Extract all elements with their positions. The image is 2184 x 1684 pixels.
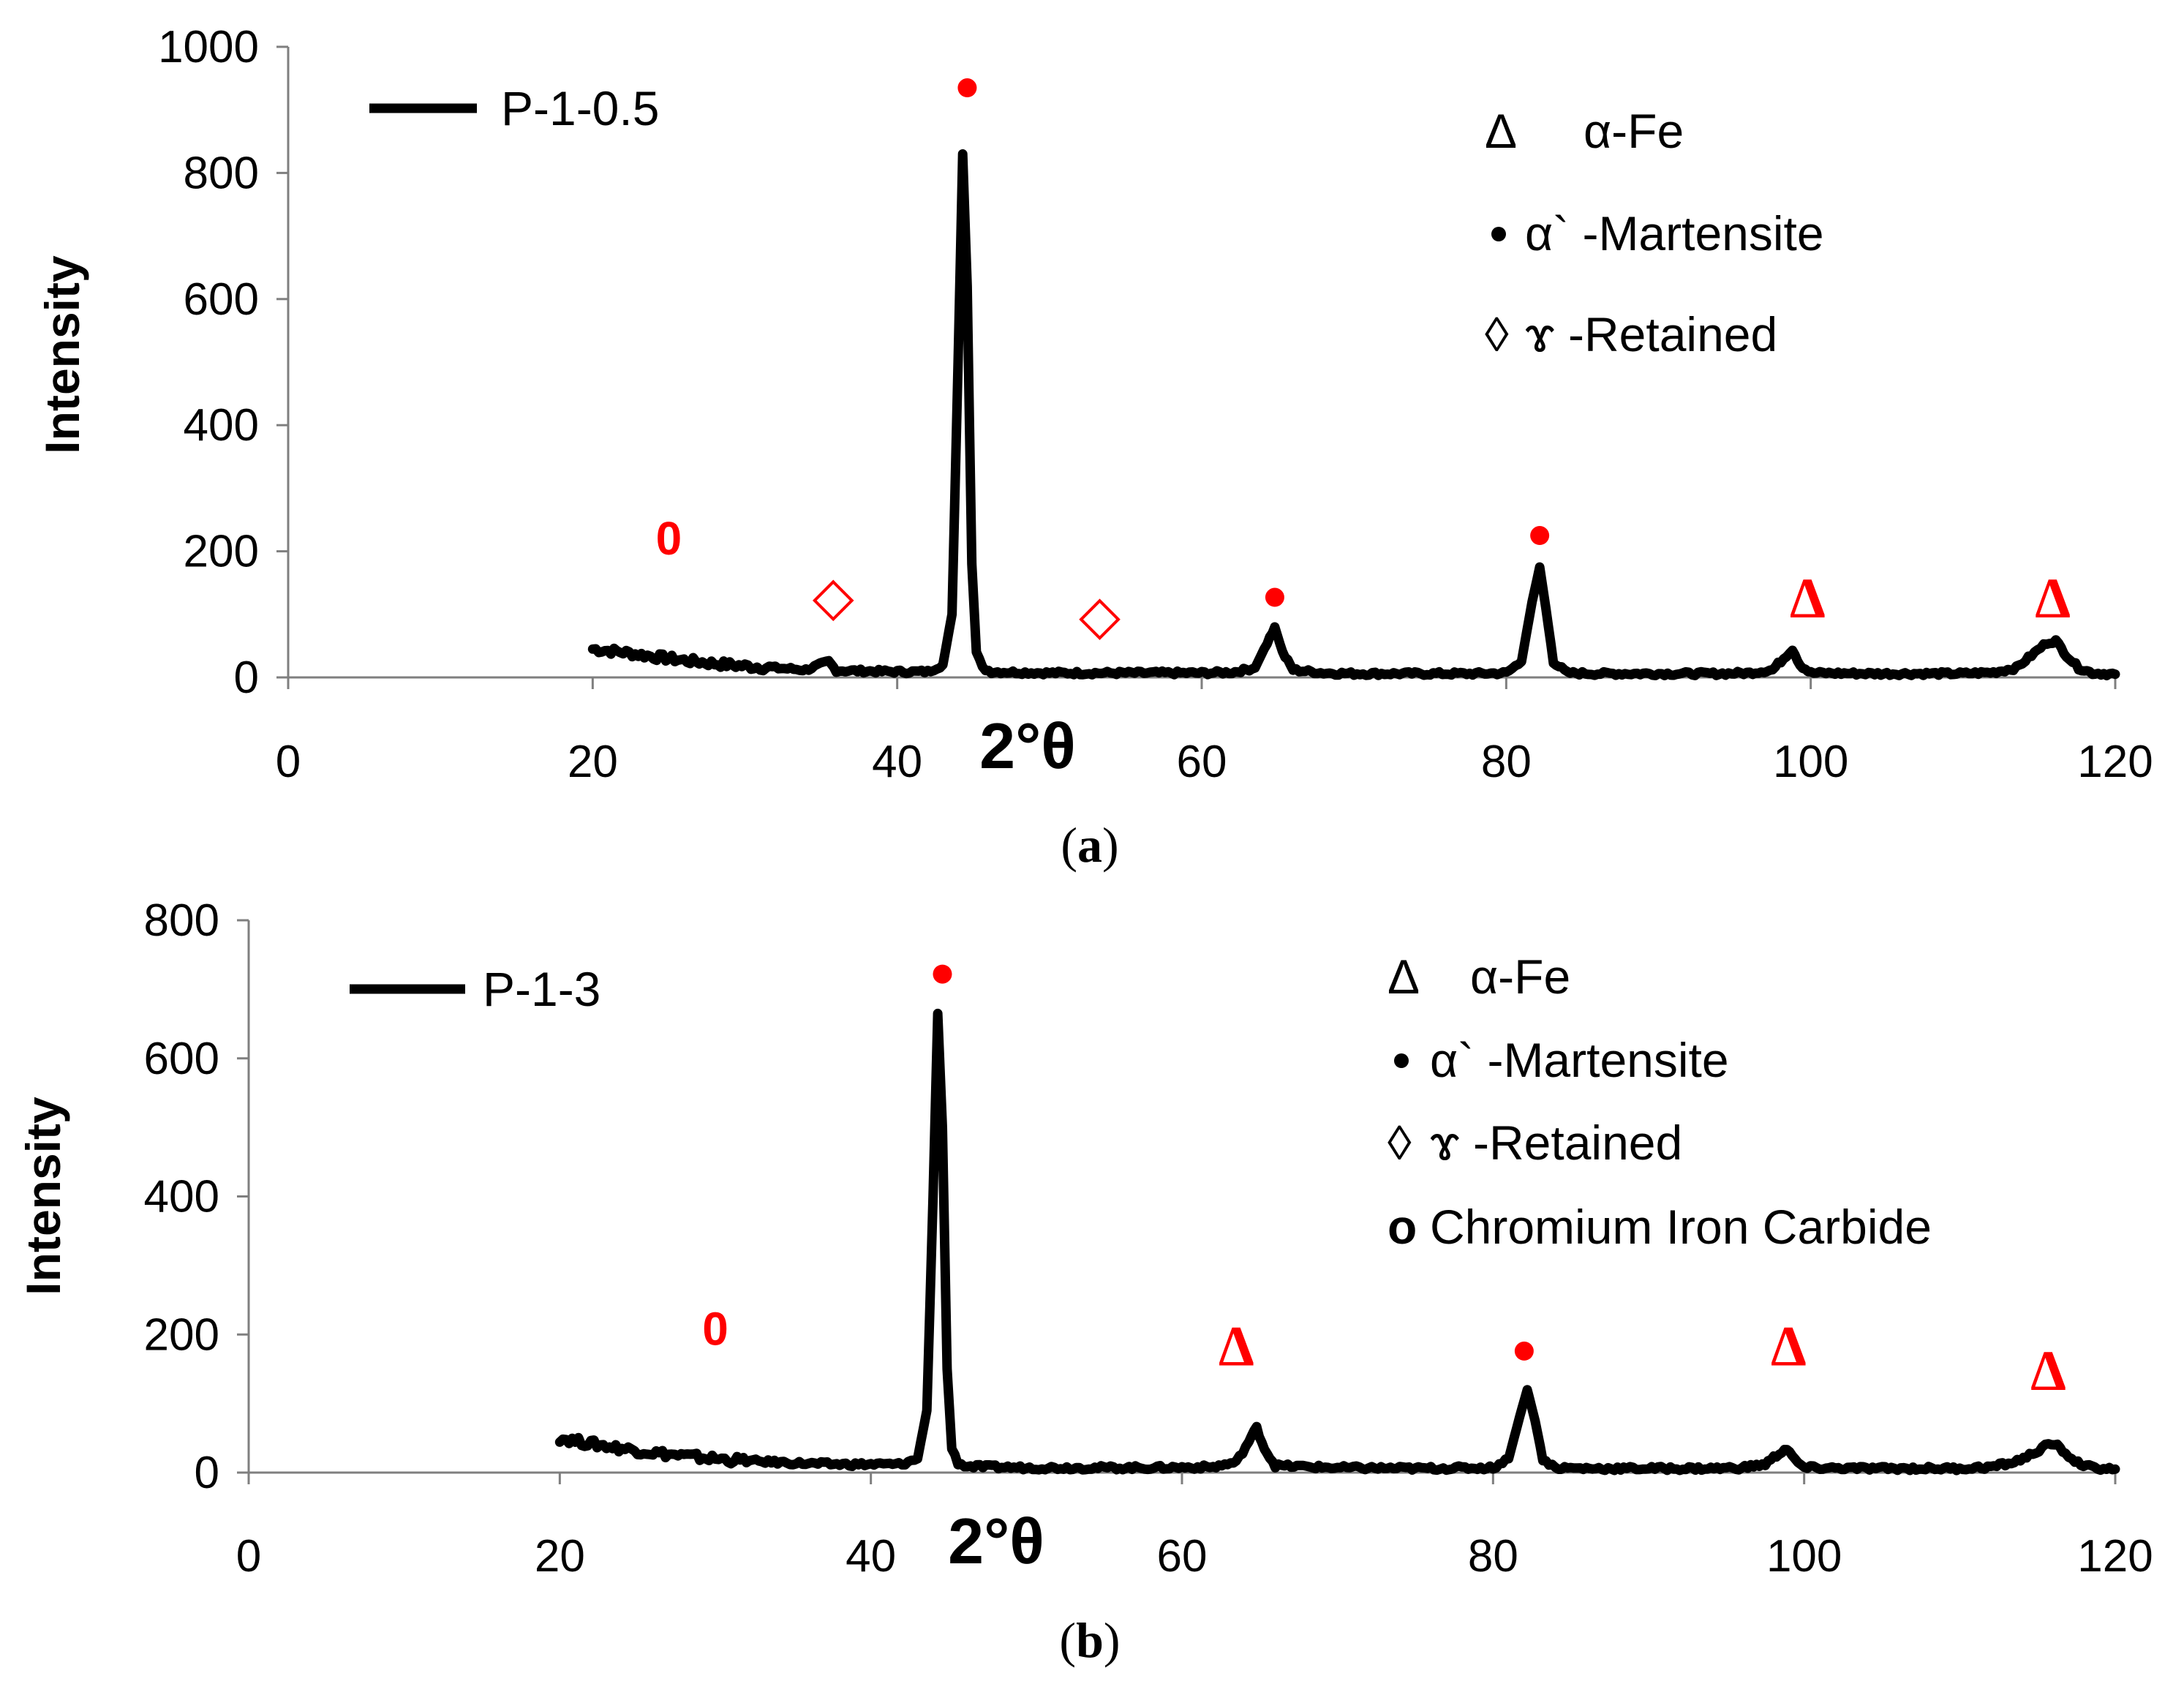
y-tick-label: 600 [184,274,259,325]
key-retained-label: ɤ -Retained [1525,307,1777,361]
y-axis-label: Intensity [35,255,89,454]
xrd-panel-a: 0 200 400 600 800 1000 0 20 40 60 80 100 120 Intensit… [35,22,2153,873]
key-martensite-label: α` -Martensite [1525,206,1824,260]
x-tick-label: 80 [1468,1531,1518,1582]
alpha-fe-peak-marker: Δ [2030,1339,2066,1402]
series-line-P-1-3 [554,1008,2120,1476]
y-tick-label: 600 [144,1034,219,1084]
x-tick-label: 100 [1773,737,1848,787]
x-axis-label: 2°θ [979,710,1076,782]
key-dot-symbol [1394,1053,1409,1068]
y-tick-label: 200 [184,527,259,577]
x-tick-label: 60 [1157,1531,1208,1582]
x-tick-label: 40 [872,737,922,787]
retained-peak-marker [1079,598,1121,640]
x-tick-label: 20 [568,737,618,787]
y-tick-label: 200 [144,1309,219,1360]
x-tick-label: 60 [1177,737,1227,787]
martensite-peak-marker [1514,1341,1534,1361]
x-tick-label: 0 [276,737,301,787]
carbide-marker: 0 [656,512,682,565]
martensite-peak-marker [933,964,952,984]
x-tick-label: 40 [846,1531,896,1582]
legend-label: P-1-3 [483,962,600,1016]
key-circle-symbol: o [1387,1200,1417,1254]
y-tick-label: 800 [184,148,259,198]
alpha-fe-peak-marker: Δ [1790,566,1826,630]
key-alpha-fe-label: α-Fe [1584,104,1684,158]
y-tick-label: 1000 [158,22,259,72]
key-retained-label: ɤ -Retained [1430,1116,1682,1170]
panel-caption-letter: b [1076,1612,1104,1668]
alpha-fe-peak-marker: Δ [1771,1315,1807,1378]
x-tick-label: 120 [2077,1531,2153,1582]
x-tick-label: 100 [1766,1531,1842,1582]
series-line-P-1-0.5 [587,149,2120,680]
alpha-fe-peak-marker: Δ [2035,566,2071,630]
panel-caption-letter: a [1077,817,1102,873]
xrd-panel-b: 0 200 400 600 800 0 20 40 60 80 100 120 Intensity 2°θ… [16,895,2153,1668]
x-tick-label: 0 [236,1531,261,1582]
y-axis-label: Intensity [16,1097,70,1296]
key-diamond-symbol: ◊ [1387,1116,1412,1170]
x-tick-label: 80 [1481,737,1532,787]
alpha-fe-peak-marker: Δ [1219,1315,1254,1378]
key-carbide-label: Chromium Iron Carbide [1430,1200,1932,1254]
y-tick-label: 400 [144,1172,219,1222]
martensite-peak-marker [957,78,977,98]
legend-label: P-1-0.5 [501,81,659,135]
y-tick-label: 400 [184,400,259,451]
key-delta-symbol: Δ [1485,104,1517,158]
x-tick-label: 120 [2077,737,2153,787]
key-delta-symbol: Δ [1387,950,1420,1004]
panel-caption: (b) [1059,1612,1120,1668]
key-diamond-symbol: ◊ [1485,307,1509,361]
carbide-marker: 0 [702,1302,728,1355]
key-alpha-fe-label: α-Fe [1470,950,1570,1004]
martensite-peak-marker [1530,526,1550,546]
panel-caption: (a) [1061,817,1118,873]
key-martensite-label: α` -Martensite [1430,1033,1729,1087]
key-dot-symbol [1491,227,1506,241]
retained-peak-marker [812,579,854,622]
x-axis-label: 2°θ [948,1505,1044,1577]
martensite-peak-marker [1265,587,1284,607]
y-tick-label: 0 [234,653,259,703]
y-tick-label: 800 [144,895,219,946]
y-tick-label: 0 [195,1448,219,1498]
x-tick-label: 20 [535,1531,585,1582]
